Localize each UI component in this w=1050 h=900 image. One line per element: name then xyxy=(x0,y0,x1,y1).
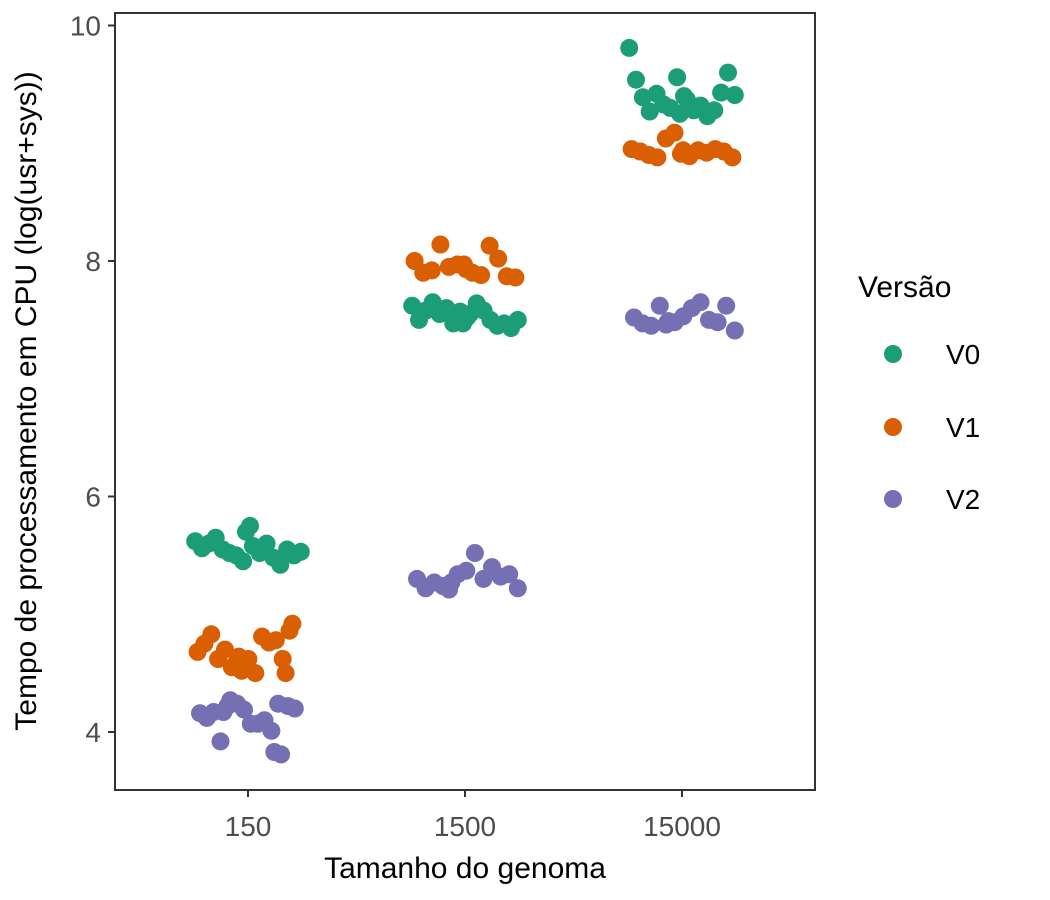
data-point-v0 xyxy=(668,68,687,87)
data-point-v0 xyxy=(271,555,290,574)
data-point-v1 xyxy=(480,236,499,255)
x-tick-label: 1500 xyxy=(434,811,496,842)
data-point-v0 xyxy=(257,534,276,553)
y-axis-title: Tempo de processamento em CPU (log(usr+s… xyxy=(10,71,43,730)
data-point-v0 xyxy=(633,88,652,107)
data-point-v2 xyxy=(717,296,736,315)
data-point-v2 xyxy=(235,700,253,719)
legend-title: Versão xyxy=(858,271,951,304)
plot-panel-border xyxy=(114,12,816,791)
data-point-v2 xyxy=(457,561,476,580)
legend-label-v1: V1 xyxy=(946,412,980,443)
x-axis-title: Tamanho do genoma xyxy=(324,852,606,885)
data-point-v1 xyxy=(506,268,525,287)
data-point-v0 xyxy=(705,101,724,120)
data-point-v0 xyxy=(671,104,689,123)
data-point-v1 xyxy=(246,664,265,683)
y-tick-label: 4 xyxy=(85,717,101,748)
x-axis: 150 1500 15000 xyxy=(225,790,721,842)
legend-marker-v0 xyxy=(884,345,902,363)
data-point-v2 xyxy=(465,544,484,562)
data-point-v0 xyxy=(640,102,659,121)
data-point-v1 xyxy=(648,148,667,167)
data-point-v0 xyxy=(403,296,422,315)
data-point-v2 xyxy=(211,732,230,751)
legend-label-v2: V2 xyxy=(946,484,980,515)
legend-label-v0: V0 xyxy=(946,339,980,370)
data-point-v1 xyxy=(723,148,742,167)
data-point-v2 xyxy=(262,721,281,740)
data-point-v2 xyxy=(508,579,527,598)
data-point-v0 xyxy=(508,310,527,329)
data-point-v2 xyxy=(500,565,519,584)
data-point-v0 xyxy=(627,70,645,89)
data-point-v0 xyxy=(291,542,310,561)
x-tick-label: 15000 xyxy=(643,811,721,842)
data-point-v1 xyxy=(422,261,441,280)
data-point-v1 xyxy=(665,123,684,142)
data-point-v1 xyxy=(202,625,221,644)
data-point-v1 xyxy=(283,614,302,633)
data-point-v0 xyxy=(719,63,737,82)
y-tick-label: 6 xyxy=(85,482,101,513)
y-tick-label: 10 xyxy=(70,11,101,42)
data-point-v2 xyxy=(642,316,661,335)
data-point-v1 xyxy=(489,249,508,268)
data-point-v0 xyxy=(725,86,744,104)
data-points xyxy=(186,38,744,764)
data-point-v1 xyxy=(216,640,234,659)
data-point-v0 xyxy=(234,552,253,571)
data-point-v2 xyxy=(708,313,727,332)
data-point-v1 xyxy=(266,631,285,650)
data-point-v0 xyxy=(712,83,731,102)
legend: Versão V0 V1 V2 xyxy=(858,271,980,515)
legend-marker-v2 xyxy=(884,490,902,508)
y-axis: 4 6 8 10 xyxy=(70,11,115,748)
data-point-v1 xyxy=(276,664,295,683)
data-point-v2 xyxy=(440,580,459,599)
data-point-v1 xyxy=(239,650,258,668)
data-point-v2 xyxy=(725,321,744,340)
data-point-v1 xyxy=(472,266,491,285)
data-point-v2 xyxy=(691,293,710,312)
data-point-v0 xyxy=(237,522,255,541)
data-point-v2 xyxy=(650,296,669,315)
data-point-v0 xyxy=(620,38,639,57)
data-point-v2 xyxy=(272,745,291,764)
data-point-v1 xyxy=(273,650,292,668)
data-point-v1 xyxy=(431,235,450,254)
data-point-v0 xyxy=(437,299,456,318)
data-point-v2 xyxy=(285,699,304,718)
x-tick-label: 150 xyxy=(225,811,272,842)
legend-marker-v1 xyxy=(884,418,902,436)
y-tick-label: 8 xyxy=(85,246,101,277)
